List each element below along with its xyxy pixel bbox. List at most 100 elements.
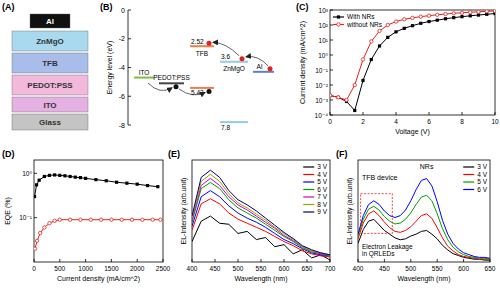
x-tick [410,259,411,262]
energy-level [190,45,214,47]
data-point [386,23,389,26]
x-tick-label: 4 [394,118,398,125]
arrow [179,89,205,95]
data-point [79,176,82,179]
level-value: 7.8 [221,124,230,131]
y-tick-label: -4 [119,64,125,71]
data-point [378,44,381,47]
x-tick-label: 450 [210,265,221,272]
data-point [68,218,71,221]
y-tick-label: 10³ [319,7,329,14]
series-line [192,191,330,256]
chart: 0500100015002000250010⁻¹10⁰(D)Current de… [2,149,171,283]
level-name: ITO [139,69,150,76]
series-line [358,219,490,260]
annotation: TFB device [362,174,398,181]
data-point [136,183,139,186]
y-tick [330,25,333,26]
data-point [394,20,397,23]
chart: 024681010⁻⁴10⁻³10⁻²10⁻¹10⁰10¹10²10³(C)Vo… [296,2,499,136]
data-point [361,58,364,61]
y-tick-label: 10⁻¹ [315,67,329,74]
x-tick-label: 550 [432,265,443,272]
electron [207,41,212,46]
y-tick [128,38,131,39]
plot-frame [358,160,490,262]
x-tick [396,112,397,115]
data-point [99,218,102,221]
data-point [110,218,113,221]
y-tick-label: 10¹ [319,37,329,44]
data-point [38,179,41,182]
level-value: 3.6 [221,53,230,60]
data-point [493,10,495,13]
y-axis-label: Energy level (eV) [106,41,114,95]
x-tick [59,259,60,262]
x-tick [307,259,308,262]
y-tick-label: 10⁰ [318,52,328,59]
data-point [361,79,364,82]
data-point [469,11,472,14]
legend-swatch [463,189,474,190]
data-point [151,218,154,221]
data-point [370,58,373,61]
x-tick-label: 500 [54,265,65,272]
level-value: 5.42 [191,89,204,96]
plot-frame [34,160,163,262]
data-point [58,218,61,221]
electron [240,56,245,61]
level-name: ZnMgO [223,65,245,73]
y-tick [330,70,333,71]
level-name: TFB [196,50,208,57]
legend-label: 7 V [317,193,327,200]
x-tick-label: 400 [187,265,198,272]
data-point [370,40,373,43]
y-tick-label: 10⁰ [22,170,32,177]
legend-label: 5 V [317,178,327,185]
legend-swatch [303,181,314,182]
panel-label: (B) [100,2,113,12]
x-tick [437,259,438,262]
data-point [34,247,37,250]
legend-label: 9 V [317,208,327,215]
x-tick-label: 600 [458,265,469,272]
legend-swatch [463,174,474,175]
data-point [34,195,36,198]
data-point [79,218,82,221]
x-tick [261,259,262,262]
legend-marker [337,23,340,26]
data-point [69,175,72,178]
layer-label: ZnMgO [36,37,64,46]
layer-label: ITO [43,101,56,110]
x-tick [330,112,331,115]
y-tick [330,55,333,56]
y-tick [330,85,333,86]
layer-label: TFB [42,59,58,68]
panel-label: (D) [2,149,15,159]
legend-swatch [463,166,474,167]
x-tick [85,259,86,262]
layer-label: Glass [39,118,61,127]
data-point [48,222,51,225]
data-point [48,174,51,177]
annotation-box [361,194,393,234]
x-tick-label: 0 [328,118,332,125]
x-tick-label: 2500 [156,265,171,272]
data-point [53,173,56,176]
x-tick [192,259,193,262]
data-point [394,30,397,33]
series-line [330,11,495,100]
legend-swatch [303,211,314,212]
y-tick-label: -2 [119,35,125,42]
data-point [419,15,422,18]
legend-label: 8 V [317,201,327,208]
x-tick [163,259,164,262]
data-point [330,94,332,97]
hole [174,84,179,89]
data-point [58,174,61,177]
series-line [358,195,490,259]
data-point [120,218,123,221]
y-tick [330,10,333,11]
x-tick [363,112,364,115]
arrow [246,56,268,65]
